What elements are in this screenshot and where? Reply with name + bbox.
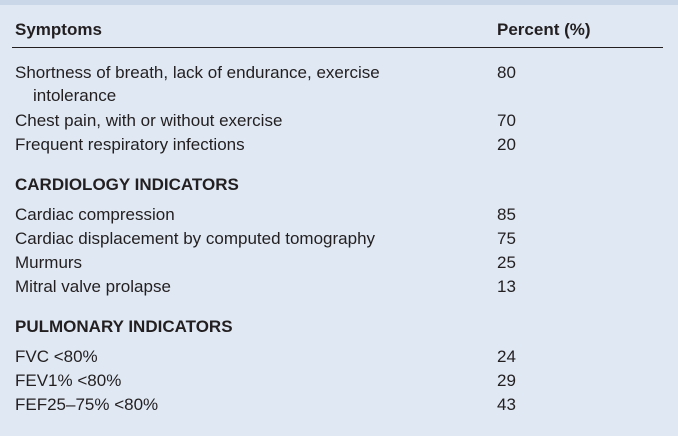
- row-label: Shortness of breath, lack of endurance, …: [15, 63, 380, 82]
- section-title-cardiology: CARDIOLOGY INDICATORS: [15, 175, 239, 194]
- row-label: FEV1% <80%: [15, 371, 122, 390]
- row-value: 13: [497, 277, 516, 296]
- row-label: Frequent respiratory infections: [15, 135, 245, 154]
- header-symptoms: Symptoms: [15, 20, 102, 39]
- row-label: Chest pain, with or without exercise: [15, 111, 283, 130]
- row-value: 24: [497, 347, 516, 366]
- row-label: FEF25–75% <80%: [15, 395, 159, 414]
- row-value: 43: [497, 395, 516, 414]
- row-value: 75: [497, 229, 516, 248]
- header-percent: Percent (%): [497, 20, 591, 39]
- row-label: Cardiac compression: [15, 205, 175, 224]
- row-label: Murmurs: [15, 253, 83, 272]
- row-value: 25: [497, 253, 516, 272]
- row-label: Cardiac displacement by computed tomogra…: [15, 229, 376, 248]
- row-label-continuation: intolerance: [33, 86, 117, 105]
- row-value: 80: [497, 63, 516, 82]
- row-value: 85: [497, 205, 516, 224]
- section-title-pulmonary: PULMONARY INDICATORS: [15, 317, 233, 336]
- row-label: FVC <80%: [15, 347, 98, 366]
- row-label: Mitral valve prolapse: [15, 277, 171, 296]
- table-header: Symptoms Percent (%): [0, 10, 678, 48]
- row-value: 70: [497, 111, 516, 130]
- row-value: 20: [497, 135, 516, 154]
- header-divider: [12, 47, 663, 48]
- row-value: 29: [497, 371, 516, 390]
- top-border: [0, 0, 678, 5]
